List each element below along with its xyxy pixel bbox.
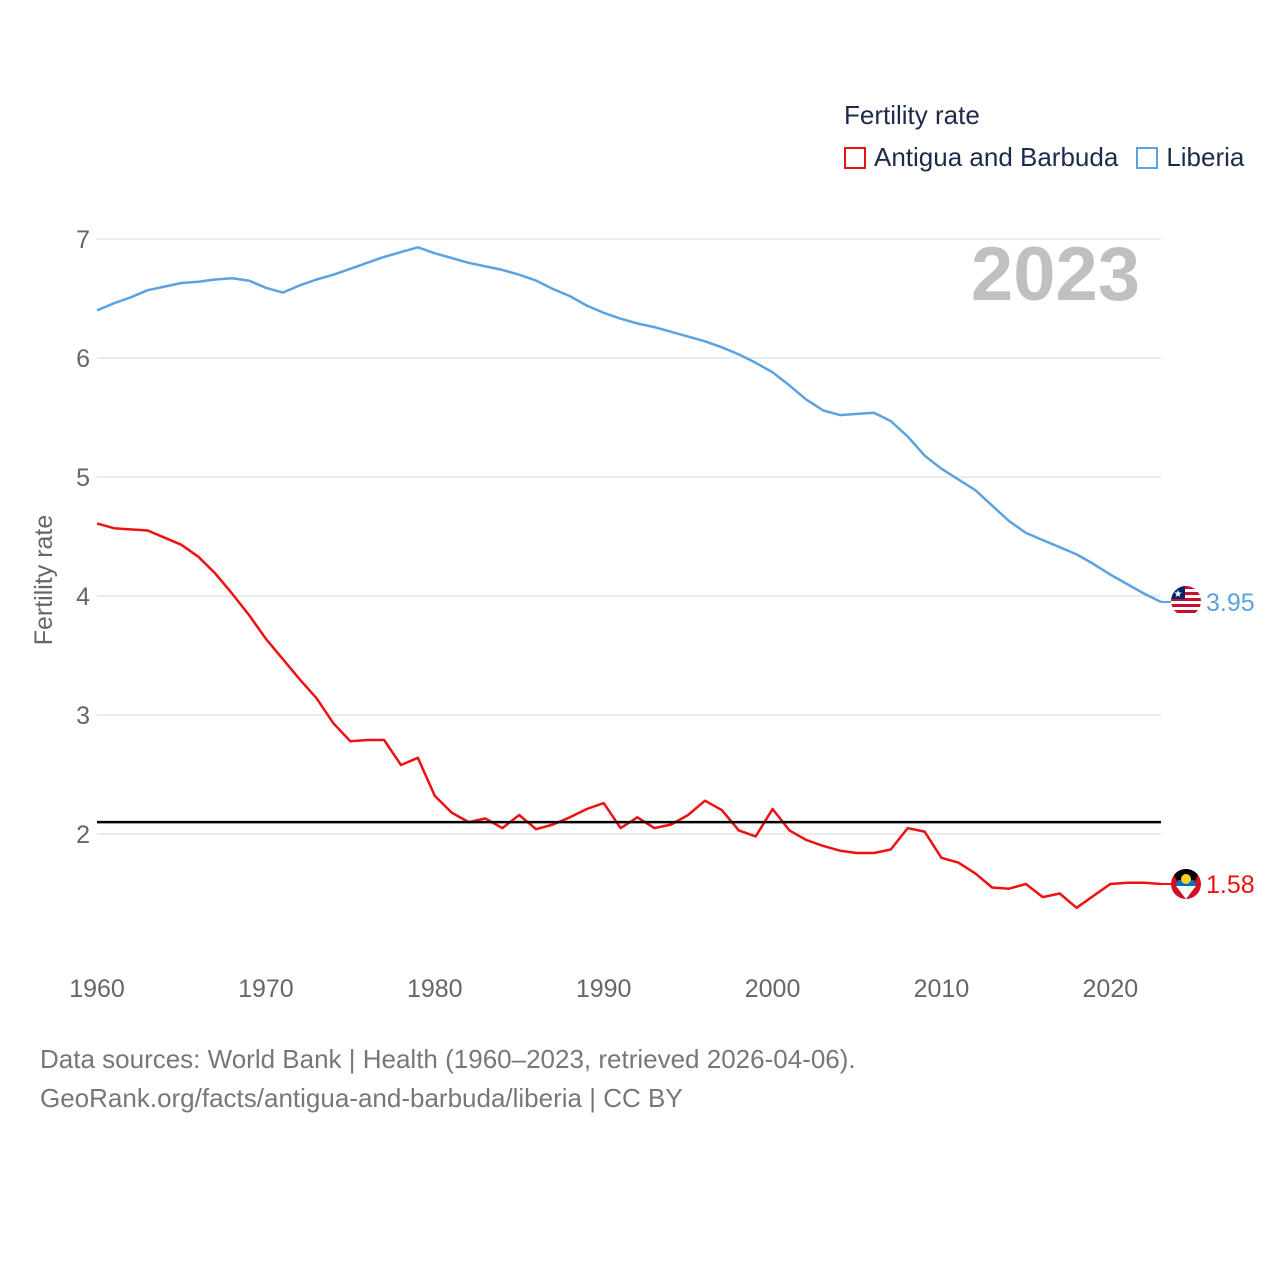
gridlines <box>97 238 1161 835</box>
y-axis-ticks: 2 3 4 5 6 7 <box>76 226 90 849</box>
legend-title: Fertility rate <box>844 100 980 130</box>
legend-item-antigua[interactable]: Antigua and Barbuda <box>844 142 1118 173</box>
legend-label-liberia: Liberia <box>1166 142 1245 172</box>
x-tick-label: 1960 <box>69 975 125 1003</box>
y-tick-label: 4 <box>76 583 90 611</box>
legend: Antigua and Barbuda Liberia <box>844 142 1262 173</box>
legend-label-antigua: Antigua and Barbuda <box>874 142 1119 172</box>
footer-link[interactable]: GeoRank.org/facts/antigua-and-barbuda/li… <box>40 1083 683 1113</box>
end-markers: 3.95 1.58 <box>1161 589 1255 899</box>
end-value-label-liberia: 3.95 <box>1206 589 1255 617</box>
y-tick-label: 7 <box>76 226 90 254</box>
y-tick-label: 6 <box>76 345 90 373</box>
x-tick-label: 1980 <box>407 975 463 1003</box>
x-axis-ticks: 1960 1970 1980 1990 2000 2010 2020 <box>69 975 1138 1003</box>
legend-item-liberia[interactable]: Liberia <box>1136 142 1244 173</box>
series-line-liberia <box>96 246 1162 604</box>
y-tick-label: 3 <box>76 702 90 730</box>
footer-sources: Data sources: World Bank | Health (1960–… <box>40 1044 856 1074</box>
y-axis-label: Fertility rate <box>30 515 58 646</box>
svg-text:★: ★ <box>1174 589 1183 600</box>
year-watermark: 2023 <box>971 232 1140 317</box>
liberia-flag-icon: ★ <box>1171 586 1201 616</box>
x-tick-label: 1970 <box>238 975 294 1003</box>
x-tick-label: 2020 <box>1083 975 1139 1003</box>
series-lines <box>96 246 1162 910</box>
x-tick-label: 2010 <box>914 975 970 1003</box>
y-tick-label: 5 <box>76 464 90 492</box>
end-value-label-antigua-and-barbuda: 1.58 <box>1206 871 1255 899</box>
legend-swatch-antigua <box>844 146 866 169</box>
antigua-flag-icon <box>1171 869 1201 899</box>
x-tick-label: 2000 <box>745 975 801 1003</box>
x-tick-label: 1990 <box>576 975 632 1003</box>
legend-swatch-liberia <box>1136 146 1159 169</box>
y-tick-label: 2 <box>76 821 90 849</box>
